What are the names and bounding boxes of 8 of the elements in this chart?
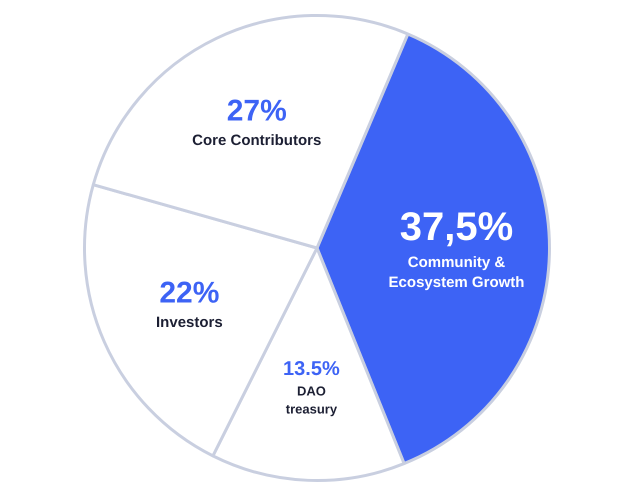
slice-label: DAO treasury: [286, 383, 338, 416]
data-label: 37,5%: [400, 205, 514, 250]
slice-label: Core Contributors: [192, 132, 322, 149]
data-label: 13.5%: [283, 358, 340, 380]
data-label: 22%: [159, 276, 220, 310]
slice-label: Community & Ecosystem Growth: [388, 254, 524, 291]
data-label: 27%: [226, 94, 287, 128]
slice-label: Investors: [156, 314, 223, 331]
